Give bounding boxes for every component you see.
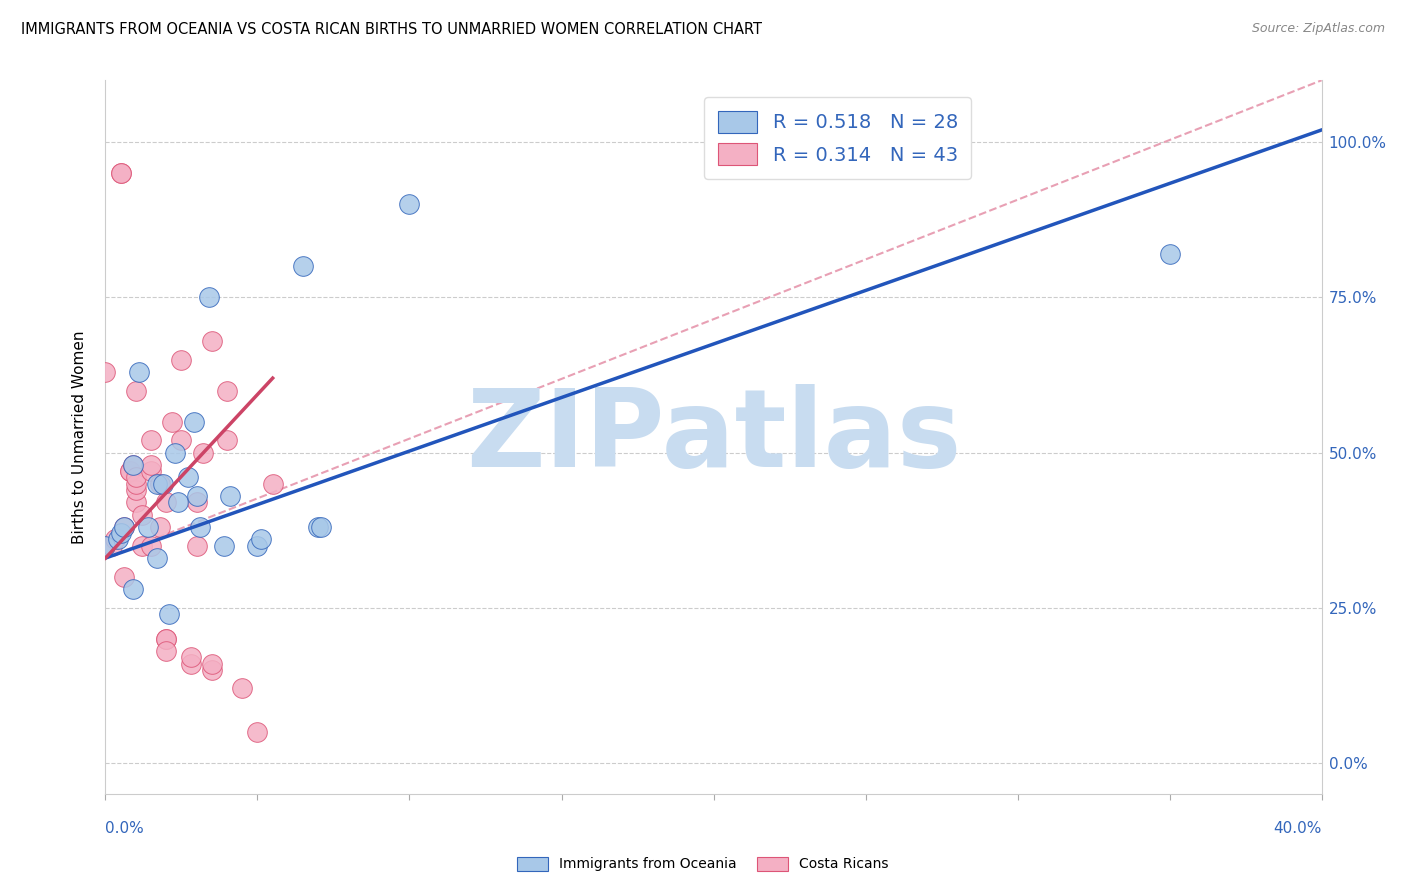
Point xyxy=(110,166,132,180)
Point xyxy=(107,533,129,547)
Legend: Immigrants from Oceania, Costa Ricans: Immigrants from Oceania, Costa Ricans xyxy=(512,851,894,877)
Text: 0.0%: 0.0% xyxy=(105,822,145,836)
Point xyxy=(100,539,122,553)
Point xyxy=(201,334,224,348)
Point xyxy=(183,415,205,429)
Point xyxy=(198,290,221,304)
Text: 40.0%: 40.0% xyxy=(1274,822,1322,836)
Point xyxy=(188,520,211,534)
Point xyxy=(170,352,193,367)
Point xyxy=(155,632,177,646)
Point xyxy=(201,657,224,671)
Point xyxy=(180,650,202,665)
Point xyxy=(246,539,269,553)
Point xyxy=(112,570,135,584)
Legend: R = 0.518   N = 28, R = 0.314   N = 43: R = 0.518 N = 28, R = 0.314 N = 43 xyxy=(704,97,972,179)
Point xyxy=(186,489,208,503)
Point xyxy=(176,470,198,484)
Point xyxy=(212,539,235,553)
Point xyxy=(118,464,141,478)
Point xyxy=(217,433,239,447)
Point xyxy=(186,539,208,553)
Point xyxy=(292,260,315,274)
Point xyxy=(217,384,239,398)
Point xyxy=(121,458,143,472)
Point xyxy=(112,520,135,534)
Y-axis label: Births to Unmarried Women: Births to Unmarried Women xyxy=(72,330,87,544)
Point xyxy=(186,495,208,509)
Point xyxy=(311,520,333,534)
Point xyxy=(136,520,159,534)
Point xyxy=(191,445,214,459)
Point xyxy=(110,166,132,180)
Point xyxy=(128,365,150,379)
Point xyxy=(162,415,184,429)
Point xyxy=(121,458,143,472)
Point xyxy=(146,551,169,566)
Point xyxy=(131,508,153,522)
Point xyxy=(139,539,162,553)
Point xyxy=(165,445,187,459)
Point xyxy=(155,632,177,646)
Point xyxy=(139,464,162,478)
Point xyxy=(125,495,148,509)
Point xyxy=(249,533,271,547)
Point xyxy=(125,483,148,497)
Point xyxy=(155,495,177,509)
Point xyxy=(149,476,172,491)
Point xyxy=(125,476,148,491)
Point xyxy=(112,520,135,534)
Point xyxy=(231,681,253,696)
Point xyxy=(152,476,174,491)
Point xyxy=(103,533,125,547)
Point xyxy=(110,526,132,541)
Point xyxy=(157,607,180,621)
Point xyxy=(94,365,117,379)
Point xyxy=(180,657,202,671)
Point xyxy=(262,476,284,491)
Text: IMMIGRANTS FROM OCEANIA VS COSTA RICAN BIRTHS TO UNMARRIED WOMEN CORRELATION CHA: IMMIGRANTS FROM OCEANIA VS COSTA RICAN B… xyxy=(21,22,762,37)
Text: Source: ZipAtlas.com: Source: ZipAtlas.com xyxy=(1251,22,1385,36)
Point xyxy=(131,539,153,553)
Point xyxy=(149,520,172,534)
Point xyxy=(139,433,162,447)
Point xyxy=(94,539,117,553)
Point xyxy=(125,384,148,398)
Point xyxy=(146,476,169,491)
Point xyxy=(139,458,162,472)
Point xyxy=(118,464,141,478)
Point xyxy=(307,520,329,534)
Point xyxy=(1159,247,1181,261)
Point xyxy=(121,582,143,596)
Point xyxy=(170,433,193,447)
Point xyxy=(219,489,242,503)
Point xyxy=(398,197,420,211)
Point xyxy=(246,724,269,739)
Text: ZIPatlas: ZIPatlas xyxy=(465,384,962,490)
Point xyxy=(155,644,177,658)
Point xyxy=(125,470,148,484)
Point xyxy=(167,495,190,509)
Point xyxy=(201,663,224,677)
